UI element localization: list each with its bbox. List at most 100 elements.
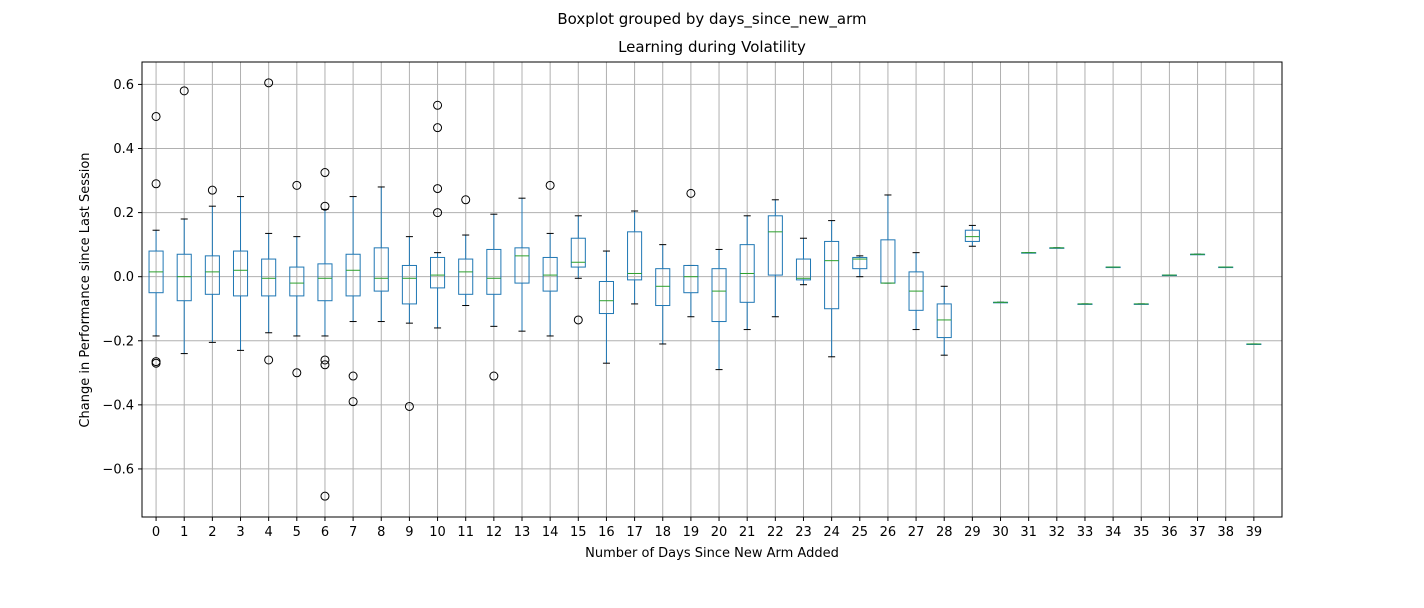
x-tick-label: 14 <box>542 525 559 540</box>
box <box>598 280 614 315</box>
x-tick-label: 19 <box>683 525 700 540</box>
box-group <box>148 111 164 368</box>
box-group <box>176 86 192 355</box>
box-group <box>824 220 840 358</box>
x-tick-label: 13 <box>514 525 531 540</box>
box <box>542 256 558 292</box>
box <box>655 268 671 307</box>
box-group <box>430 100 446 329</box>
x-tick-label: 0 <box>152 525 160 540</box>
box <box>401 264 417 305</box>
y-tick-label: 0.4 <box>113 142 134 157</box>
box-group <box>1190 253 1206 256</box>
box-group <box>1021 252 1037 254</box>
box-group <box>936 285 952 356</box>
y-tick-label: −0.2 <box>102 334 134 349</box>
y-axis-label: Change in Performance since Last Session <box>78 152 93 427</box>
x-tick-label: 23 <box>795 525 812 540</box>
outlier-point <box>348 371 358 381</box>
outlier-point <box>404 401 414 411</box>
box <box>317 263 333 302</box>
box-group <box>739 215 755 331</box>
box <box>289 266 305 297</box>
box-group <box>852 255 868 278</box>
outlier-point <box>179 86 189 96</box>
box-group <box>570 215 586 325</box>
outlier-point <box>151 111 161 121</box>
box-group <box>486 213 502 381</box>
x-tick-label: 36 <box>1161 525 1178 540</box>
box-group <box>795 237 812 286</box>
box <box>627 231 643 281</box>
x-tick-label: 15 <box>570 525 587 540</box>
x-tick-label: 3 <box>236 525 244 540</box>
box <box>795 258 812 281</box>
x-tick-label: 1 <box>180 525 188 540</box>
box <box>345 253 361 297</box>
x-tick-label: 24 <box>823 525 840 540</box>
box-group <box>880 194 896 284</box>
grid-lines <box>142 62 1282 517</box>
outlier-point <box>320 168 330 178</box>
box-group <box>992 301 1009 304</box>
outlier-point <box>686 188 696 198</box>
outlier-point <box>433 208 443 218</box>
box-group <box>542 180 558 337</box>
x-tick-label: 37 <box>1189 525 1206 540</box>
box <box>964 229 980 242</box>
box-group <box>908 252 924 331</box>
box-group <box>317 168 333 501</box>
box-group <box>261 78 277 365</box>
box-group <box>711 248 727 371</box>
x-tick-label: 27 <box>908 525 925 540</box>
box-group <box>627 210 643 305</box>
x-tick-label: 16 <box>598 525 615 540</box>
box-group <box>458 195 474 307</box>
box-group <box>1049 247 1065 249</box>
x-tick-label: 12 <box>486 525 503 540</box>
y-tick-label: 0.0 <box>113 270 134 285</box>
box-group <box>767 199 783 318</box>
x-tick-label: 18 <box>654 525 671 540</box>
box <box>852 256 868 270</box>
outlier-point <box>573 315 583 325</box>
box <box>261 258 277 297</box>
x-tick-label: 28 <box>936 525 953 540</box>
box <box>204 255 220 295</box>
box-group <box>1077 303 1093 305</box>
box-group <box>598 250 614 364</box>
x-tick-label: 31 <box>1020 525 1037 540</box>
outlier-point <box>320 201 330 211</box>
box-group <box>204 185 220 343</box>
x-tick-label: 33 <box>1077 525 1094 540</box>
outlier-point <box>292 180 302 190</box>
box <box>936 303 952 339</box>
chart-suptitle: Boxplot grouped by days_since_new_arm <box>557 10 866 29</box>
x-tick-label: 4 <box>265 525 273 540</box>
chart-title: Learning during Volatility <box>618 38 806 56</box>
outlier-point <box>433 184 443 194</box>
x-tick-label: 35 <box>1133 525 1150 540</box>
box-group <box>1133 303 1149 305</box>
outlier-point <box>320 360 330 370</box>
x-tick-label: 11 <box>457 525 474 540</box>
box-group <box>401 236 417 411</box>
y-tick-label: 0.6 <box>113 78 134 93</box>
x-tick-label: 32 <box>1049 525 1066 540</box>
box <box>176 253 192 302</box>
x-tick-label: 38 <box>1217 525 1234 540</box>
x-tick-label: 8 <box>377 525 385 540</box>
box-group <box>1105 266 1121 269</box>
outlier-point <box>433 123 443 133</box>
x-tick-label: 17 <box>626 525 643 540</box>
outlier-point <box>292 368 302 378</box>
x-tick-label: 34 <box>1105 525 1122 540</box>
outlier-point <box>264 355 274 365</box>
outlier-point <box>264 78 274 88</box>
outlier-point <box>151 358 161 368</box>
x-tick-label: 29 <box>964 525 981 540</box>
box-group <box>655 244 671 345</box>
box-group <box>232 196 249 351</box>
outlier-point <box>545 180 555 190</box>
